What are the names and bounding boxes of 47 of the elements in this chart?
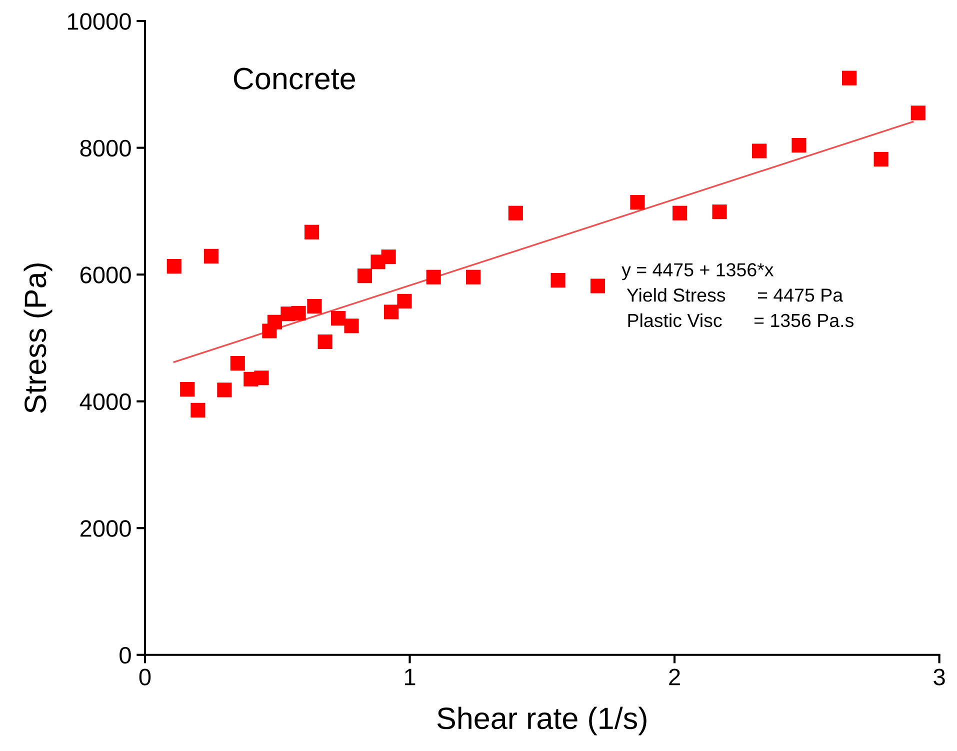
x-axis-title: Shear rate (1/s) (437, 706, 646, 736)
point (381, 250, 396, 264)
point (672, 206, 688, 220)
x-tick-label: 3 (934, 668, 945, 686)
y-tick-label: 8000 (80, 140, 131, 157)
point (590, 278, 606, 294)
point (217, 382, 232, 398)
point (357, 268, 372, 284)
point (318, 334, 332, 350)
point (752, 144, 767, 158)
point (508, 206, 523, 220)
point (792, 138, 806, 153)
point (466, 270, 481, 284)
point (254, 370, 269, 386)
point (267, 314, 282, 330)
point (910, 106, 926, 120)
y-tick-label: 2000 (80, 520, 131, 537)
point (166, 259, 182, 274)
point (397, 294, 412, 308)
point (304, 224, 320, 240)
point (426, 270, 441, 284)
point (204, 248, 218, 264)
x-tick-label: 1 (404, 668, 416, 686)
annotation: Plastic Visc = 1356 Pa.s (628, 313, 854, 328)
point (344, 318, 359, 334)
point (330, 311, 346, 326)
y-tick-label: 6000 (80, 266, 131, 284)
point (384, 304, 399, 320)
point (190, 402, 206, 418)
y-axis-title: Stress (Pa) (24, 263, 52, 413)
point (874, 152, 888, 166)
y-tick-label: 4000 (80, 393, 131, 410)
annotation: Yield Stress = 4475 Pa (626, 288, 844, 302)
x-tick-label: 2 (669, 668, 680, 686)
point (180, 382, 195, 397)
x-tick-label: 0 (139, 668, 151, 686)
point (230, 356, 245, 371)
point (307, 298, 322, 314)
annotation: y = 4475 + 1356*x (622, 263, 774, 280)
point (630, 195, 645, 210)
y-tick-label: 10000 (68, 13, 131, 30)
point (712, 204, 727, 220)
annotation: Concrete (234, 68, 355, 90)
y-tick-label: 0 (120, 646, 131, 664)
point (842, 70, 857, 86)
point (550, 272, 566, 288)
point (291, 306, 306, 321)
